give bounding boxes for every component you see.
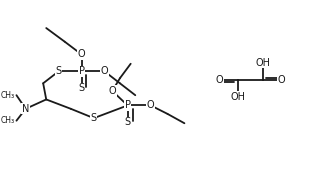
Text: S: S (125, 117, 131, 127)
Text: S: S (91, 113, 97, 123)
Text: S: S (79, 83, 85, 93)
Text: O: O (216, 75, 224, 85)
Text: CH₃: CH₃ (1, 91, 15, 100)
Text: N: N (22, 104, 29, 114)
Text: P: P (125, 100, 131, 110)
Text: O: O (101, 66, 108, 76)
Text: O: O (78, 49, 85, 59)
Text: OH: OH (255, 58, 270, 68)
Text: O: O (147, 100, 155, 110)
Text: O: O (108, 86, 116, 96)
Text: O: O (277, 75, 285, 85)
Text: P: P (79, 66, 85, 76)
Text: CH₃: CH₃ (1, 116, 15, 125)
Text: OH: OH (231, 92, 246, 102)
Text: S: S (55, 66, 62, 76)
